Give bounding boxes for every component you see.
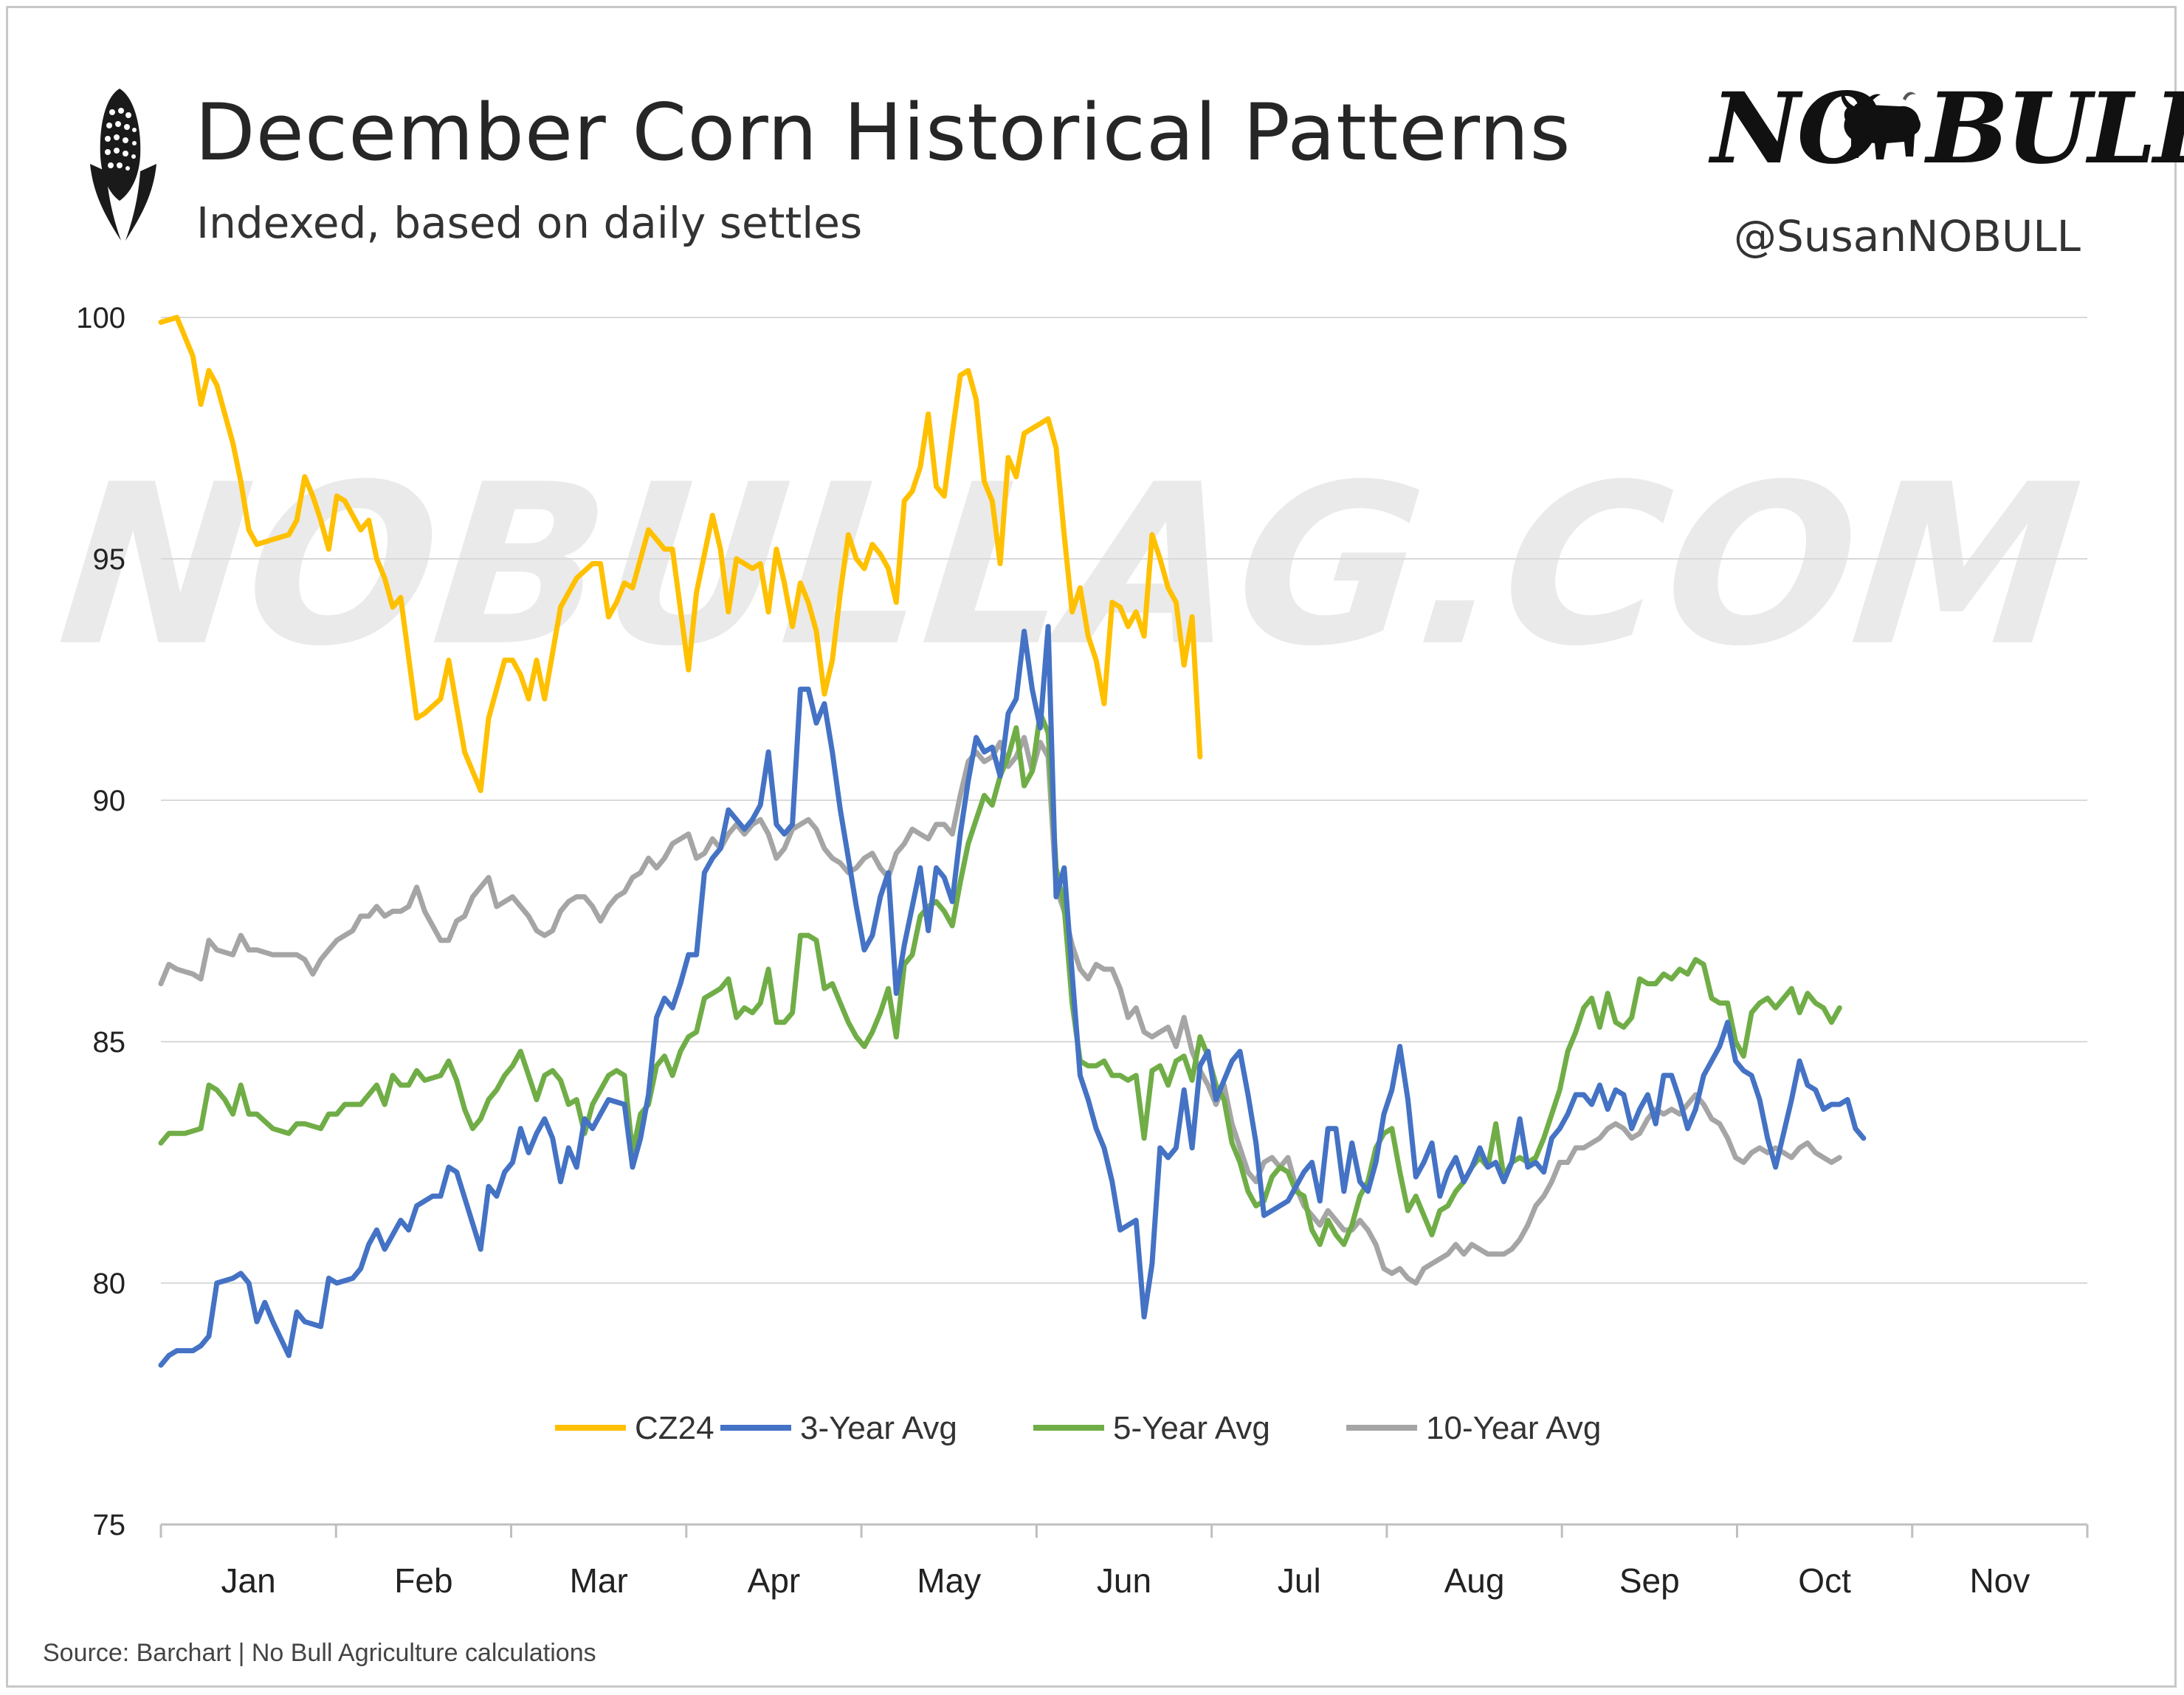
legend: CZ24 3-Year Avg 5-Year Avg 10-Year Avg bbox=[555, 1410, 1601, 1446]
logo-text-bull: BULL bbox=[1926, 72, 2184, 186]
series-line-ten-year bbox=[158, 735, 1842, 1286]
y-axis: 75 80 85 90 95 100 bbox=[76, 302, 125, 1541]
y-tick-label: 100 bbox=[76, 302, 125, 334]
x-tick-label: Sep bbox=[1619, 1561, 1680, 1600]
x-tick-label: May bbox=[917, 1561, 981, 1600]
gridlines bbox=[161, 317, 2087, 1284]
y-tick-label: 75 bbox=[93, 1509, 126, 1541]
legend-label: 3-Year Avg bbox=[800, 1410, 957, 1446]
x-tick-label: Jul bbox=[1278, 1561, 1321, 1600]
twitter-handle: @SusanNOBULL bbox=[1733, 211, 2081, 261]
y-tick-label: 85 bbox=[93, 1026, 126, 1059]
legend-label: 10-Year Avg bbox=[1426, 1410, 1601, 1446]
x-tick-label: Nov bbox=[1969, 1561, 2030, 1600]
y-tick-label: 90 bbox=[93, 785, 126, 817]
x-tick-label: Oct bbox=[1798, 1561, 1851, 1600]
series-line-CZ24 bbox=[158, 314, 1203, 794]
y-tick-label: 80 bbox=[93, 1268, 126, 1300]
legend-label: 5-Year Avg bbox=[1113, 1410, 1270, 1446]
y-tick-label: 95 bbox=[93, 543, 126, 576]
chart-title: December Corn Historical Patterns bbox=[195, 87, 1571, 178]
x-tick-label: Jan bbox=[221, 1561, 276, 1600]
corn-icon bbox=[90, 89, 156, 241]
chart-frame bbox=[6, 6, 2177, 1688]
source-note: Source: Barchart | No Bull Agriculture c… bbox=[43, 1639, 596, 1667]
bull-icon bbox=[1841, 90, 1921, 159]
x-axis: Jan Feb Mar Apr May Jun Jul Aug Sep Oct Nov bbox=[159, 1523, 2089, 1600]
series-lines bbox=[158, 314, 1867, 1368]
chart-subtitle: Indexed, based on daily settles bbox=[196, 198, 863, 248]
x-tick-label: Mar bbox=[570, 1561, 628, 1600]
x-tick-label: Apr bbox=[748, 1561, 801, 1600]
x-tick-label: Feb bbox=[394, 1561, 452, 1600]
no-bull-logo: NO BULL bbox=[1711, 74, 2184, 185]
x-tick-label: Jun bbox=[1097, 1561, 1151, 1600]
series-line-five-year bbox=[158, 710, 1842, 1248]
series-line-three-year bbox=[158, 624, 1867, 1368]
x-tick-label: Aug bbox=[1444, 1561, 1505, 1600]
legend-label: CZ24 bbox=[635, 1410, 714, 1446]
